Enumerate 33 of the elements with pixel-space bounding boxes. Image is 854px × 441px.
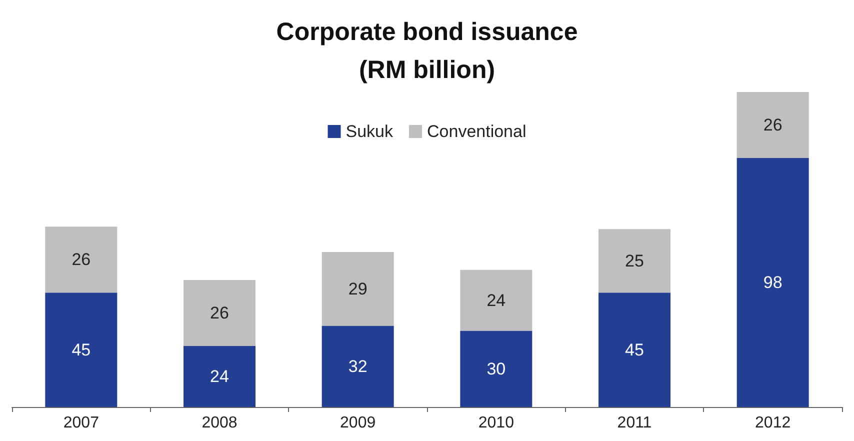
bar [45,226,118,293]
bar [460,270,532,331]
data-label: 98 [763,273,782,292]
data-label: 24 [486,290,506,310]
data-label: 24 [210,367,229,386]
data-label: 25 [625,251,644,270]
bar [460,330,532,407]
bar [598,229,670,293]
x-tick-label: 2007 [63,414,100,432]
bar [322,252,394,326]
bar [184,346,256,407]
bar [736,92,809,158]
bar [736,158,809,407]
data-label: 26 [763,116,782,135]
data-label: 32 [348,356,368,376]
x-tick-label: 2010 [478,414,514,432]
bar [184,280,256,346]
chart-title: Corporate bond issuance (RM billion) [276,18,578,84]
bar [45,292,118,407]
x-tick-label: 2008 [202,414,238,432]
bar [322,326,394,407]
x-tick-label: 2009 [340,414,376,432]
data-label: 29 [348,279,368,298]
data-label: 45 [625,340,644,360]
legend-label: Sukuk [346,122,394,141]
x-tick-label: 2012 [755,414,791,432]
data-label: 45 [72,340,91,360]
x-tick-label: 2011 [617,414,652,432]
data-label: 26 [72,250,91,270]
bar [598,292,670,407]
data-label: 30 [486,359,506,378]
data-label: 26 [210,304,229,323]
legend-label: Conventional [427,122,526,141]
